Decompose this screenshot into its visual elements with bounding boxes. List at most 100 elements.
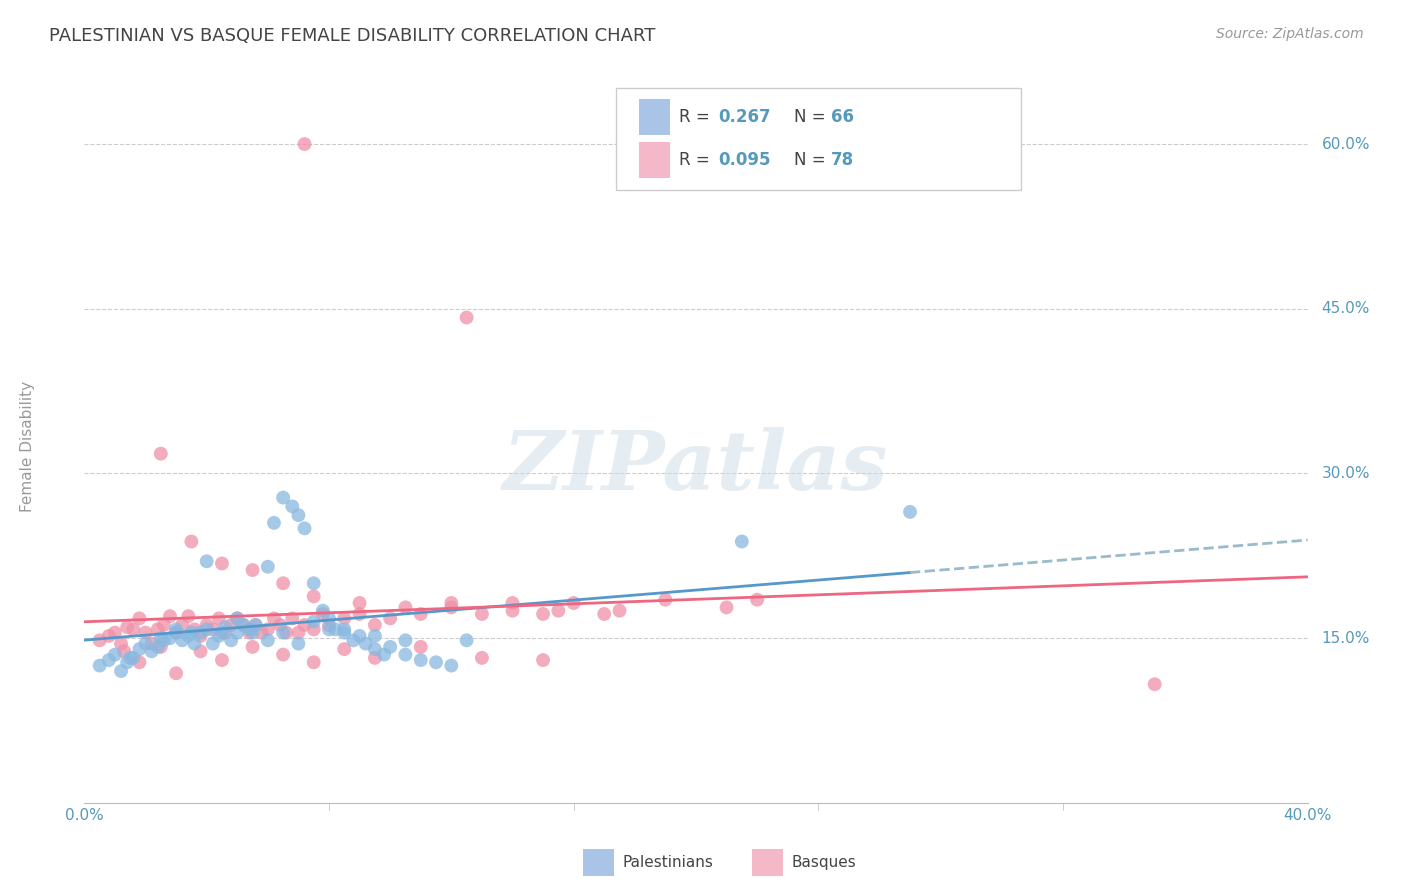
Point xyxy=(425,655,447,669)
Point xyxy=(214,625,236,640)
Point xyxy=(128,642,150,657)
Point xyxy=(195,623,218,637)
Point xyxy=(271,576,294,591)
Point xyxy=(201,637,224,651)
Point xyxy=(456,633,478,648)
Point xyxy=(211,557,233,571)
Point xyxy=(747,592,769,607)
Point xyxy=(531,653,554,667)
Point xyxy=(141,644,163,658)
Point xyxy=(183,623,205,637)
Text: N =: N = xyxy=(794,152,831,169)
Point xyxy=(153,633,176,648)
Point xyxy=(731,534,754,549)
Point xyxy=(409,640,432,654)
Point xyxy=(149,447,172,461)
Text: 60.0%: 60.0% xyxy=(1322,136,1369,152)
Point xyxy=(226,625,249,640)
Point xyxy=(409,653,432,667)
Point xyxy=(271,625,294,640)
Point xyxy=(153,618,176,632)
Point xyxy=(318,611,340,625)
Point xyxy=(364,629,387,643)
Point xyxy=(269,618,291,632)
Point xyxy=(172,618,194,632)
Point xyxy=(238,625,260,640)
Point xyxy=(120,651,142,665)
Point xyxy=(257,633,280,648)
Point xyxy=(257,559,280,574)
Point xyxy=(190,644,212,658)
Text: Basques: Basques xyxy=(792,855,856,870)
Text: PALESTINIAN VS BASQUE FEMALE DISABILITY CORRELATION CHART: PALESTINIAN VS BASQUE FEMALE DISABILITY … xyxy=(49,27,655,45)
Y-axis label: Female Disability: Female Disability xyxy=(21,380,35,512)
Point xyxy=(276,625,298,640)
Point xyxy=(110,637,132,651)
Point xyxy=(122,651,145,665)
Point xyxy=(226,611,249,625)
Point xyxy=(245,618,267,632)
Point xyxy=(219,618,242,632)
Point xyxy=(219,633,242,648)
Point xyxy=(242,563,264,577)
Point xyxy=(232,618,254,632)
Point xyxy=(471,651,494,665)
Point xyxy=(226,611,249,625)
Point xyxy=(349,629,371,643)
Text: Palestinians: Palestinians xyxy=(623,855,714,870)
Text: 45.0%: 45.0% xyxy=(1322,301,1369,317)
Point xyxy=(312,604,335,618)
Point xyxy=(89,658,111,673)
Point xyxy=(281,500,304,514)
Point xyxy=(238,623,260,637)
Point xyxy=(165,625,187,640)
Text: 78: 78 xyxy=(831,152,853,169)
Point xyxy=(211,653,233,667)
Point xyxy=(115,655,138,669)
Point xyxy=(146,623,169,637)
Point xyxy=(342,633,364,648)
Point xyxy=(333,625,356,640)
Point xyxy=(609,604,631,618)
Text: 30.0%: 30.0% xyxy=(1322,466,1369,481)
Point xyxy=(440,600,463,615)
Point xyxy=(562,596,585,610)
Point xyxy=(146,640,169,654)
Point xyxy=(128,655,150,669)
Point xyxy=(281,611,304,625)
Point xyxy=(294,137,316,152)
Point xyxy=(394,633,416,648)
Point xyxy=(364,642,387,657)
Point xyxy=(208,611,231,625)
Text: 0.095: 0.095 xyxy=(718,152,770,169)
Point xyxy=(110,664,132,678)
Point xyxy=(177,629,200,643)
Point xyxy=(242,640,264,654)
Point xyxy=(502,596,524,610)
Point xyxy=(180,625,202,640)
Point xyxy=(440,596,463,610)
Point xyxy=(302,576,325,591)
Point xyxy=(242,625,264,640)
Point xyxy=(183,637,205,651)
Point xyxy=(122,623,145,637)
Text: N =: N = xyxy=(794,108,831,126)
Point xyxy=(1143,677,1166,691)
Point xyxy=(195,554,218,568)
Point xyxy=(302,590,325,604)
Point xyxy=(271,648,294,662)
Point xyxy=(380,640,402,654)
Point xyxy=(89,633,111,648)
Point xyxy=(323,623,346,637)
Point xyxy=(364,651,387,665)
Point xyxy=(180,534,202,549)
Point xyxy=(128,611,150,625)
Point xyxy=(149,631,172,645)
Point xyxy=(312,607,335,621)
Point xyxy=(502,604,524,618)
Point xyxy=(394,600,416,615)
Point xyxy=(104,648,127,662)
Point xyxy=(547,604,569,618)
Point xyxy=(165,625,187,640)
Point xyxy=(318,618,340,632)
